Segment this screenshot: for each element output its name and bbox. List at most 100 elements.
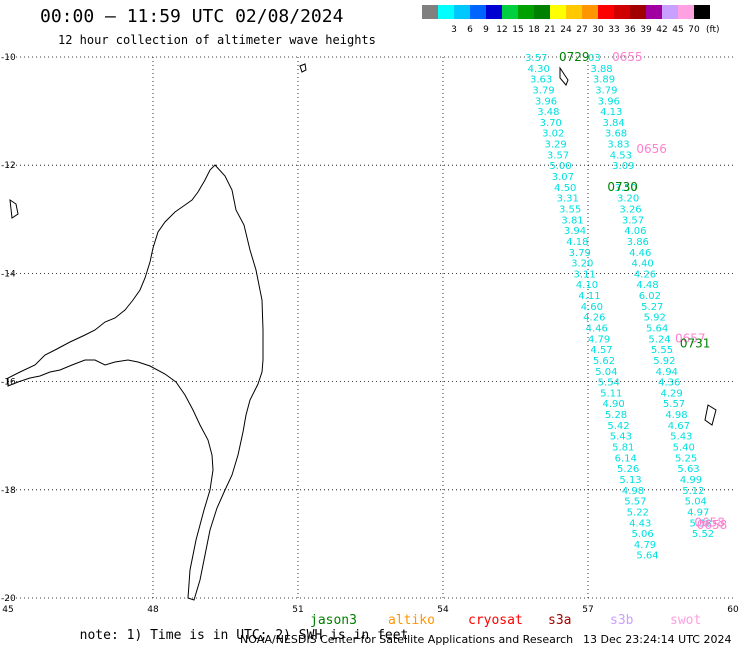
legend-label: 30 (592, 25, 604, 35)
wave-height-value: 5.13 (619, 475, 641, 486)
lat-tick-label: -18 (1, 486, 16, 496)
wave-height-value: 4.26 (634, 269, 656, 280)
legend-label: 21 (544, 25, 555, 35)
wave-height-value: 5.54 (598, 378, 620, 389)
wave-height-value: 3.84 (603, 118, 625, 129)
wave-height-value: 3.81 (561, 215, 583, 226)
legend-swatch (582, 5, 598, 19)
pass-time-label: 0730 (607, 180, 638, 194)
legend-label: 3 (451, 25, 457, 35)
wave-height-value: 4.30 (528, 64, 550, 75)
legend-label: 6 (467, 25, 473, 35)
wave-height-value: 3.26 (619, 204, 641, 215)
wave-height-value: 5.92 (644, 313, 666, 324)
wave-height-value: 5.40 (673, 443, 695, 454)
legend-label: 27 (576, 25, 587, 35)
wave-height-value: 4.46 (586, 324, 608, 335)
legend-label: 42 (656, 25, 667, 35)
west-track: 3.574.303.633.793.963.483.703.023.293.57… (525, 53, 658, 562)
legend-label: 12 (496, 25, 507, 35)
altimeter-tracks: 3.574.303.633.793.963.483.703.023.293.57… (525, 53, 714, 562)
legend-swatch (454, 5, 470, 19)
wave-height-value: 4.57 (590, 345, 612, 356)
legend-swatch (630, 5, 646, 19)
wave-height-value: 5.26 (617, 464, 639, 475)
wave-height-value: 5.24 (648, 334, 670, 345)
wave-height-value: 5.62 (593, 356, 615, 367)
lon-tick-label: 45 (2, 605, 13, 615)
wave-height-value: 4.99 (680, 475, 702, 486)
wave-height-value: 3.57 (525, 53, 547, 64)
lat-tick-label: -14 (1, 269, 16, 279)
lon-tick-label: 51 (292, 605, 303, 615)
wave-height-value: 3.86 (627, 237, 649, 248)
wave-height-value: 4.18 (566, 237, 588, 248)
wave-height-value: 5.42 (607, 421, 629, 432)
wave-height-value: 5.81 (612, 443, 634, 454)
pass-time-labels: 072906550656073006570731073206580658 (559, 50, 728, 532)
legend-label: 15 (512, 25, 523, 35)
legend-label: 45 (672, 25, 683, 35)
wave-height-value: 5.06 (632, 529, 654, 540)
wave-height-value: 3.57 (547, 150, 569, 161)
wave-height-value: 4.11 (578, 291, 600, 302)
wave-height-value: 5.64 (636, 551, 658, 562)
wave-height-value: 5.52 (692, 529, 714, 540)
wave-height-value: 5.04 (685, 497, 707, 508)
pass-time-label: 0658 (694, 515, 725, 529)
pass-time-label: 0729 (559, 50, 590, 64)
lon-tick-label: 48 (147, 605, 159, 615)
note-row: note: 1) Time is in UTC; 2) SWH is in fe… (64, 613, 409, 643)
wave-height-value: 4.26 (583, 313, 605, 324)
wave-height-value: 3.29 (545, 140, 567, 151)
wave-height-legend: 3 6 9 12 15 18 21 24 27 30 33 36 39 42 45 70 (ft) (422, 5, 720, 35)
wave-height-value: 5.92 (653, 356, 675, 367)
satellite-swot: swot (670, 613, 702, 628)
reunion-mauritius-islet (704, 404, 717, 426)
wave-height-value: 6.02 (639, 291, 661, 302)
legend-swatch (486, 5, 502, 19)
islet-north (299, 63, 307, 73)
wave-height-value: 6.14 (615, 453, 637, 464)
pass-time-label: 0658 (697, 518, 728, 532)
wave-height-value: 4.98 (622, 486, 644, 497)
wave-height-value: 3.79 (595, 85, 617, 96)
madagascar-coastline (7, 63, 717, 601)
wave-height-value: 4.10 (576, 280, 598, 291)
east-track: 033.883.893.793.964.133.843.683.834.533.… (588, 53, 714, 540)
wave-height-value: 4.60 (581, 302, 603, 313)
wave-height-value: 5.27 (641, 302, 663, 313)
wave-height-value: 3.83 (607, 140, 629, 151)
wave-height-value: 5.43 (670, 432, 692, 443)
wave-height-value: 3.63 (530, 75, 552, 86)
wave-height-value: 4.90 (603, 399, 625, 410)
satellite-altiko: altiko (388, 613, 435, 628)
wave-height-value: 3.96 (598, 96, 620, 107)
credit-text: NOAA/NESDIS Center for Satellite Applica… (240, 633, 574, 646)
islet-west (9, 198, 19, 219)
legend-unit: (ft) (706, 25, 720, 35)
wave-height-value: 5.63 (677, 464, 699, 475)
wave-height-value: 4.48 (636, 280, 658, 291)
wave-height-value: 5.00 (549, 161, 571, 172)
wave-height-value: 5.38 (690, 518, 712, 529)
wave-height-value: 5.25 (675, 453, 697, 464)
wave-height-value: 5.57 (663, 399, 685, 410)
lat-tick-label: -10 (1, 53, 16, 63)
wave-height-value: 4.43 (629, 518, 651, 529)
wave-height-value: 5.57 (624, 497, 646, 508)
wave-height-value: 5.04 (595, 367, 617, 378)
wave-height-value: 4.40 (632, 259, 654, 270)
wave-height-value: 3.02 (542, 129, 564, 140)
legend-swatch (470, 5, 486, 19)
wave-height-value: 3.68 (605, 129, 627, 140)
map-subtitle: 12 hour collection of altimeter wave hei… (58, 33, 376, 47)
lat-tick-label: -20 (1, 594, 16, 604)
legend-swatch (598, 5, 614, 19)
legend-swatch (438, 5, 454, 19)
pass-time-label: 0731 (680, 337, 711, 351)
pass-time-label: 0657 (675, 331, 706, 345)
wave-height-value: 3.09 (612, 161, 634, 172)
map-title: 00:00 – 11:59 UTC 02/08/2024 (40, 6, 344, 27)
wave-height-value: 3.94 (564, 226, 586, 237)
